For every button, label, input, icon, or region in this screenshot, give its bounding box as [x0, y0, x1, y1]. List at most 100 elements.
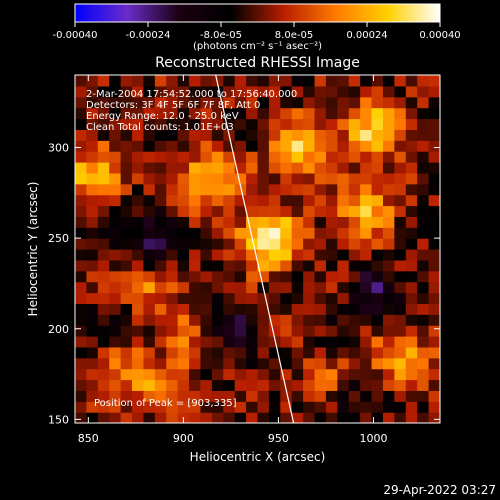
heatmap-cell: [246, 162, 259, 174]
heatmap-cell: [268, 151, 281, 163]
heatmap-cell: [211, 129, 224, 141]
heatmap-cell: [325, 314, 338, 326]
heatmap-cell: [189, 325, 202, 337]
heatmap-cell: [291, 75, 304, 87]
heatmap-cell: [120, 129, 133, 141]
heatmap-cell: [257, 412, 270, 423]
heatmap-cell: [394, 357, 407, 370]
heatmap-cell: [177, 249, 190, 261]
heatmap-cell: [394, 216, 407, 228]
heatmap-cell: [132, 172, 145, 185]
heatmap-cell: [348, 346, 361, 359]
timestamp: 29-Apr-2022 03:27: [383, 483, 496, 497]
heatmap-cell: [166, 379, 179, 391]
heatmap-cell: [348, 183, 361, 196]
heatmap-cell: [97, 259, 110, 272]
heatmap-cell: [280, 292, 293, 304]
heatmap-cell: [200, 259, 213, 272]
heatmap-cell: [86, 118, 99, 130]
heatmap-cell: [223, 336, 236, 348]
heatmap-cell: [75, 238, 88, 250]
colorbar-tick-label: -8.0e-05: [200, 30, 242, 41]
heatmap-cell: [166, 129, 179, 141]
heatmap-cell: [428, 368, 440, 381]
heatmap-cell: [189, 216, 202, 228]
heatmap-cell: [360, 194, 373, 207]
heatmap-cell: [405, 270, 418, 283]
heatmap-cell: [405, 281, 418, 294]
heatmap-cell: [154, 357, 167, 370]
heatmap-cell: [348, 205, 361, 217]
heatmap-cell: [382, 151, 395, 163]
heatmap-cell: [417, 162, 430, 174]
heatmap-cell: [143, 85, 156, 98]
heatmap-cell: [132, 227, 145, 239]
heatmap-cell: [337, 75, 350, 87]
heatmap-cell: [257, 183, 270, 196]
heatmap-cell: [166, 96, 179, 109]
heatmap-cell: [337, 379, 350, 391]
heatmap-cell: [132, 107, 145, 120]
heatmap-cell: [246, 379, 259, 391]
heatmap-cell: [280, 216, 293, 228]
heatmap-cell: [86, 346, 99, 359]
heatmap-cell: [234, 281, 247, 294]
heatmap-cell: [200, 96, 213, 109]
heatmap-cell: [417, 390, 430, 402]
heatmap-cell: [86, 216, 99, 228]
heatmap-cell: [97, 205, 110, 217]
heatmap-cell: [337, 238, 350, 250]
heatmap-cell: [257, 85, 270, 98]
heatmap-cell: [257, 194, 270, 207]
heatmap-cell: [371, 107, 384, 120]
heatmap-cell: [211, 270, 224, 283]
heatmap-cell: [337, 216, 350, 228]
heatmap-cell: [314, 162, 327, 174]
heatmap-cell: [394, 107, 407, 120]
heatmap-cell: [257, 107, 270, 120]
heatmap-cell: [405, 314, 418, 326]
heatmap-cell: [97, 151, 110, 163]
heatmap-cell: [417, 238, 430, 250]
heatmap-cell: [97, 357, 110, 370]
heatmap-cell: [97, 390, 110, 402]
heatmap-cell: [223, 390, 236, 402]
heatmap-cell: [360, 140, 373, 152]
heatmap-cell: [337, 140, 350, 152]
heatmap-cell: [291, 107, 304, 120]
heatmap-cell: [246, 412, 259, 423]
heatmap-cell: [291, 346, 304, 359]
heatmap-cell: [314, 227, 327, 239]
heatmap-cell: [382, 390, 395, 402]
colorbar-tick-label: -0.00040: [53, 30, 98, 41]
heatmap-cell: [280, 368, 293, 381]
heatmap-cell: [109, 401, 122, 413]
heatmap-cell: [109, 357, 122, 370]
heatmap-cell: [223, 238, 236, 250]
chart-title: Reconstructed RHESSI Image: [155, 55, 360, 71]
heatmap-cell: [348, 96, 361, 109]
heatmap-cell: [371, 281, 384, 294]
heatmap-cell: [360, 379, 373, 391]
heatmap-cell: [405, 129, 418, 141]
heatmap-cell: [86, 336, 99, 348]
heatmap-cell: [325, 194, 338, 207]
heatmap-cell: [132, 336, 145, 348]
heatmap-cell: [337, 390, 350, 402]
heatmap-cell: [223, 205, 236, 217]
heatmap-cell: [360, 401, 373, 413]
colorbar-tick-label: 8.0e-05: [275, 30, 313, 41]
heatmap-cell: [97, 303, 110, 315]
heatmap-cell: [303, 162, 316, 174]
heatmap-cell: [109, 346, 122, 359]
heatmap-cell: [189, 412, 202, 423]
heatmap-cell: [246, 216, 259, 228]
heatmap-cell: [348, 336, 361, 348]
heatmap-cell: [246, 205, 259, 217]
annotation-time-range: 2-Mar-2004 17:54:52.000 to 17:56:40.000: [86, 89, 297, 100]
heatmap-cell: [291, 118, 304, 130]
heatmap-cell: [132, 270, 145, 283]
heatmap-cell: [154, 325, 167, 337]
heatmap-cell: [257, 336, 270, 348]
heatmap-cell: [200, 346, 213, 359]
